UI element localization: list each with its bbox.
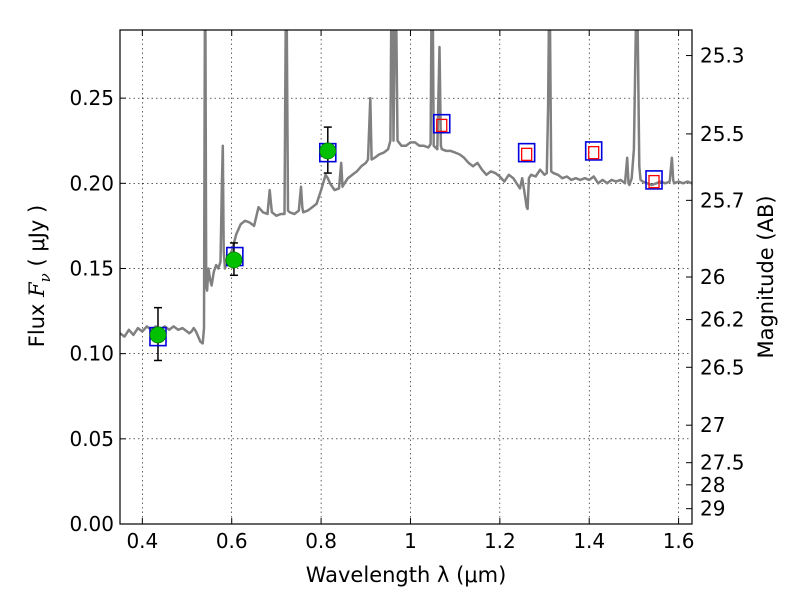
y2-axis-label: Magnitude (AB): [754, 195, 778, 358]
model-photometry-square: [645, 170, 663, 190]
x-tick-label: 0.8: [305, 529, 337, 553]
y-axis-label-prefix: Flux: [25, 297, 49, 347]
predicted-photometry-square: [521, 147, 533, 162]
y-axis-label-symbol: F: [25, 281, 49, 298]
y-axis-label-subscript: ν: [36, 273, 54, 282]
y2-tick-label: 26.5: [700, 355, 745, 379]
y2-tick-label: 27.5: [700, 451, 745, 475]
x-tick-label: 1: [404, 529, 417, 553]
x-tick-label: 0.6: [216, 529, 248, 553]
y-tick-label: 0.15: [69, 256, 114, 280]
predicted-photometry-square: [588, 145, 600, 160]
y-tick-label: 0.05: [69, 427, 114, 451]
predicted-photometry-square: [648, 174, 660, 189]
y2-tick-label: 27: [700, 413, 725, 437]
observed-point: [225, 251, 243, 269]
plot-layer: [120, 30, 692, 362]
observed-point: [149, 326, 167, 344]
x-tick-label: 0.4: [126, 529, 158, 553]
x-tick-label: 1.6: [663, 529, 695, 553]
y2-tick-label: 25.5: [700, 122, 745, 146]
y2-tick-label: 26: [700, 265, 725, 289]
x-tick-label: 1.4: [573, 529, 605, 553]
y2-tick-label: 25.7: [700, 188, 745, 212]
spectrum-line: [120, 30, 692, 345]
y-axis-label: Flux Fν ( μJy ): [25, 205, 54, 347]
x-axis-label: Wavelength λ (μm): [306, 563, 507, 587]
y-tick-label: 0.25: [69, 86, 114, 110]
x-tick-label: 1.2: [484, 529, 516, 553]
model-photometry-square: [584, 141, 603, 161]
model-photometry-square: [517, 142, 536, 163]
y-tick-label: 0.10: [69, 342, 114, 366]
y2-tick-label: 25.3: [700, 44, 745, 68]
tick-layer: 0.4 0.6 0.8 1 1.2 1.4 1.6 0.00 0.05 0.10 0.15 0.20 0…: [69, 30, 745, 553]
y2-tick-label: 28: [700, 473, 725, 497]
y2-tick-label: 26.2: [700, 308, 745, 332]
y-tick-label: 0.20: [69, 171, 114, 195]
y2-tick-label: 29: [700, 497, 725, 521]
predicted-photometry-square: [436, 118, 448, 133]
y-tick-label: 0.00: [69, 512, 114, 536]
y-axis-label-unit: ( μJy ): [25, 205, 49, 273]
model-photometry-square: [432, 113, 451, 134]
observed-point: [319, 142, 337, 160]
